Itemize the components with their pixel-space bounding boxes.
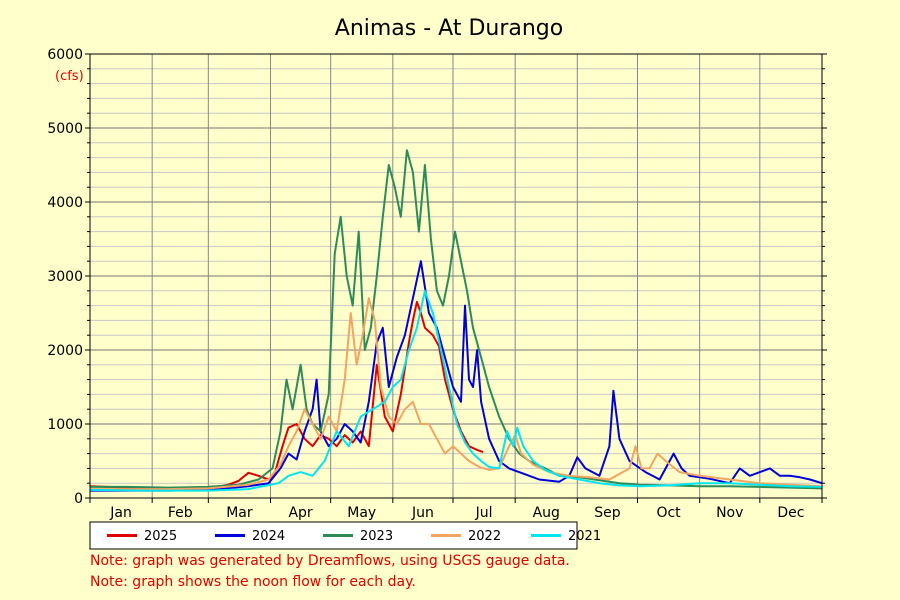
x-tick-label: Aug	[533, 505, 560, 521]
y-tick-label: 6000	[47, 47, 83, 63]
y-tick-label: 1000	[47, 417, 83, 433]
series-line-2021	[89, 289, 823, 492]
series-line-2022	[90, 297, 823, 491]
x-tick-label: May	[347, 505, 376, 521]
x-tick-label: Dec	[777, 505, 804, 521]
series-line-2024	[90, 260, 823, 492]
x-tick-label: Nov	[716, 505, 743, 521]
y-axis-unit-label: (cfs)	[55, 69, 84, 84]
legend-label-2022: 2022	[468, 529, 501, 544]
note-noon-flow: Note: graph shows the noon flow for each…	[90, 574, 416, 590]
x-tick-label: Jun	[411, 505, 434, 521]
x-tick-label: Mar	[226, 505, 253, 521]
x-tick-label: Feb	[168, 505, 193, 521]
y-tick-label: 0	[74, 491, 83, 507]
x-tick-label: Jan	[109, 505, 132, 521]
x-tick-label: Apr	[288, 505, 312, 521]
legend-label-2025: 2025	[144, 529, 177, 544]
chart-title: Animas - At Durango	[335, 16, 563, 41]
y-tick-label: 4000	[47, 195, 83, 211]
x-tick-label: Sep	[594, 505, 621, 521]
x-tick-label: Oct	[656, 505, 681, 521]
axes: 0 1000 2000 3000 4000 5000 6000 Jan Feb Mar Apr May…	[47, 47, 827, 521]
series-group	[89, 149, 823, 492]
x-tick-label: Jul	[475, 505, 493, 521]
grid	[90, 54, 822, 498]
legend-label-2023: 2023	[360, 529, 393, 544]
y-tick-label: 2000	[47, 343, 83, 359]
legend-label-2021: 2021	[568, 529, 601, 544]
y-tick-label: 3000	[47, 269, 83, 285]
legend-label-2024: 2024	[252, 529, 285, 544]
y-tick-label: 5000	[47, 121, 83, 137]
note-source: Note: graph was generated by Dreamflows,…	[90, 553, 570, 569]
legend: 2025 2024 2023 2022 2021	[89, 521, 601, 550]
